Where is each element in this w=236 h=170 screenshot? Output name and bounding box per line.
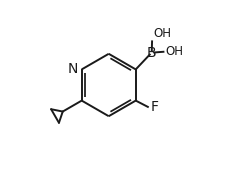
- Text: B: B: [147, 46, 156, 60]
- Text: OH: OH: [165, 45, 183, 58]
- Text: OH: OH: [153, 27, 171, 40]
- Text: F: F: [151, 100, 159, 114]
- Text: N: N: [68, 62, 78, 75]
